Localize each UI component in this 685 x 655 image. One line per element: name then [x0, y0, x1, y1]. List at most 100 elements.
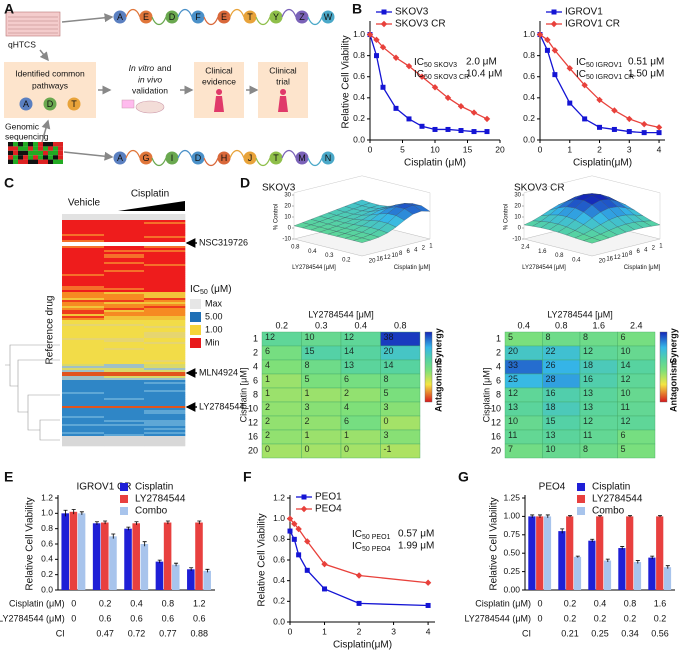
y-axis-label: Relative Cell Viability	[341, 35, 352, 128]
heatmap-cell	[104, 392, 145, 395]
heatmap-cell	[104, 396, 145, 399]
heatmap-cell	[144, 282, 186, 285]
heatmap-cell	[144, 356, 186, 359]
heatmap-cell	[62, 352, 105, 355]
heatmap-cell	[62, 364, 105, 367]
heatmap-cell	[104, 332, 145, 335]
error-bar	[568, 515, 572, 518]
node-label: T	[247, 12, 253, 22]
y-tick-label: 0.2	[273, 596, 285, 606]
x-tick-label: 1	[567, 144, 572, 154]
bar	[140, 544, 149, 590]
heatmap-cell	[104, 378, 145, 381]
heatmap-cell	[104, 286, 145, 289]
table-value: 0.2	[624, 613, 637, 623]
node	[113, 151, 127, 165]
y-tick-label: 0.8	[523, 50, 535, 60]
connector	[281, 149, 297, 159]
synergy-value: 8	[384, 374, 389, 384]
legend-swatch	[551, 9, 557, 15]
x-tick-label: 0	[288, 626, 293, 636]
genome-cell	[38, 150, 43, 156]
node-label: A	[117, 12, 123, 22]
column-label: 1.6	[592, 320, 605, 330]
x-tick-label: 3	[391, 626, 396, 636]
validation-text: in vivo	[138, 74, 162, 84]
bar	[543, 516, 552, 590]
person-icon	[214, 89, 224, 112]
heatmap-cell	[144, 350, 186, 353]
table-value: 0	[71, 598, 76, 608]
marker	[536, 31, 544, 38]
column-label: 0.8	[394, 320, 407, 330]
genome-cell	[48, 150, 53, 156]
y-tick-label: 10	[621, 253, 628, 259]
heatmap-cell	[62, 334, 105, 337]
marker	[322, 586, 328, 592]
heatmap-cell	[144, 360, 186, 363]
marker	[295, 525, 302, 533]
bar	[203, 570, 211, 590]
genome-cell	[8, 155, 13, 160]
heatmap-cell	[62, 376, 105, 379]
validation-text: validation	[132, 85, 168, 95]
synergy-value: 1	[265, 374, 270, 384]
heatmap-cell	[144, 316, 186, 319]
heatmap-cell	[62, 294, 105, 297]
node-label: A	[117, 153, 123, 163]
error-bar	[79, 511, 84, 515]
heatmap-cell	[144, 444, 186, 447]
synergy-value: 15	[546, 416, 556, 426]
heatmap-cell	[144, 366, 186, 369]
bar	[633, 562, 642, 590]
heatmap-cell	[144, 418, 186, 421]
synergy-value: 22	[546, 346, 556, 356]
error-bar	[635, 560, 640, 564]
validation-text: In vitro and	[129, 63, 172, 73]
row-label: 4	[253, 361, 258, 371]
synergy-value: 8	[305, 360, 310, 370]
heatmap-cell	[62, 278, 105, 281]
legend-label: 5.00	[205, 311, 223, 321]
colorbar	[659, 331, 668, 403]
error-bar	[63, 509, 68, 517]
heatmap-cell	[144, 428, 186, 431]
marker	[304, 538, 311, 545]
table-value: 0.2	[564, 613, 577, 623]
heatmap-cell	[104, 418, 145, 421]
heatmap-cell	[62, 324, 105, 327]
heatmap-cell	[144, 338, 186, 341]
heatmap-cell	[104, 430, 145, 433]
heatmap-cell	[144, 320, 186, 323]
x-tick-label: 0.4	[308, 249, 317, 255]
heatmap-cell	[104, 424, 145, 427]
x-axis-label: Cisplatin(μM)	[573, 158, 632, 169]
synergy-value: 0	[344, 444, 349, 454]
heatmap-cell	[62, 220, 105, 223]
table-value: 0.8	[162, 598, 175, 608]
bar	[558, 531, 566, 590]
heatmap-cell	[62, 226, 105, 229]
y-tick-label: 0.2	[353, 113, 365, 123]
marker	[457, 103, 465, 110]
marker	[597, 124, 603, 130]
annotation-value: 10.4 μM	[466, 69, 502, 80]
heatmap-cell	[62, 250, 105, 253]
bar	[77, 513, 86, 590]
heatmap-cell	[144, 432, 186, 435]
synergy-value: 10	[508, 416, 518, 426]
annotation-part: IC	[576, 57, 586, 68]
heatmap-cell	[62, 372, 105, 375]
genome-cell	[28, 146, 33, 151]
synergy-value: 18	[583, 360, 593, 370]
heatmap-cell	[104, 246, 145, 249]
heatmap-cell	[104, 364, 145, 367]
colorbar-label: Antagonism	[433, 360, 443, 412]
heatmap-cell	[104, 444, 145, 447]
marker	[356, 600, 362, 606]
table-value: 0	[537, 613, 542, 623]
x-tick-label: 0.4	[572, 257, 581, 263]
node	[243, 151, 257, 165]
heatmap-cell	[144, 292, 186, 295]
node	[43, 97, 57, 111]
